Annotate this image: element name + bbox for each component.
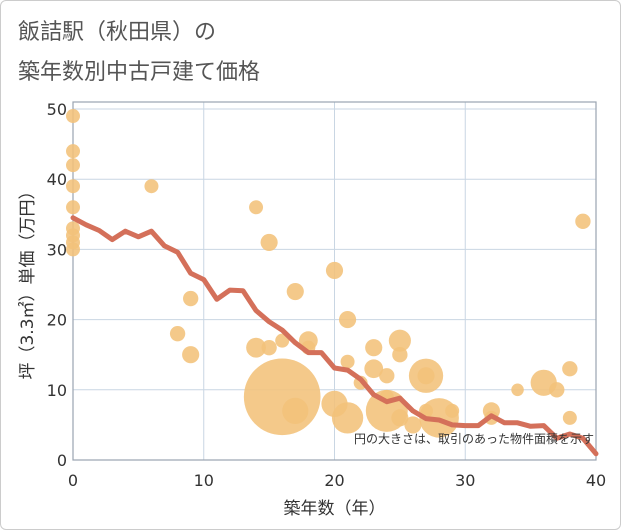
y-tick-label: 10 — [47, 381, 67, 400]
bubble-point — [340, 354, 355, 369]
bubble-point — [169, 325, 186, 342]
y-tick-label: 40 — [47, 170, 67, 189]
bubble-point — [445, 403, 460, 418]
bubble-point — [66, 242, 80, 257]
bubble-series — [66, 109, 591, 438]
bubble-point — [511, 383, 524, 397]
bubble-point — [183, 290, 199, 307]
tick-labels: 0 10 20 30 40 0 10 20 30 40 50 — [47, 100, 607, 490]
bubble-point — [144, 179, 159, 194]
bubble-point — [286, 282, 304, 301]
bubble-point — [339, 311, 357, 329]
bubble-point — [66, 144, 80, 159]
y-axis-title: 坪（3.3㎡）単価（万円） — [18, 182, 38, 379]
bubble-point — [246, 337, 266, 358]
x-tick-label: 20 — [324, 471, 344, 490]
bubble-point — [66, 200, 80, 215]
x-axis-title: 築年数（年） — [284, 499, 386, 519]
bubble-point — [562, 361, 578, 377]
bubble-point — [404, 416, 422, 434]
bubble-point — [379, 368, 395, 384]
bubble-point — [243, 358, 321, 436]
bubble-point — [249, 200, 264, 215]
bubble-point — [388, 329, 411, 352]
bubble-point — [261, 340, 277, 356]
bubble-point — [575, 213, 591, 230]
bubble-point — [182, 346, 200, 364]
y-tick-label: 30 — [47, 240, 67, 259]
y-tick-label: 0 — [57, 451, 67, 470]
y-tick-label: 50 — [47, 100, 67, 119]
x-tick-label: 10 — [194, 471, 214, 490]
bubble-point — [282, 397, 309, 424]
x-tick-label: 0 — [68, 471, 78, 490]
bubble-point — [392, 347, 408, 363]
bubble-point — [275, 333, 290, 348]
chart-title-line2: 築年数別中古戸建て価格 — [18, 60, 261, 85]
plot-area-border — [72, 101, 597, 461]
bubble-point — [364, 359, 384, 379]
bubble-point — [66, 158, 80, 173]
bubble-point — [321, 390, 348, 417]
y-tick-label: 20 — [47, 311, 67, 330]
bubble-size-note: 円の大きさは、取引のあった物件面積を示す — [354, 431, 594, 446]
bubble-point — [562, 410, 577, 425]
x-tick-label: 30 — [455, 471, 475, 490]
average-price-line — [70, 215, 599, 457]
bubble-point — [260, 233, 278, 251]
bubble-point — [66, 109, 80, 124]
bubble-point — [391, 409, 409, 427]
x-tick-label: 40 — [586, 471, 606, 490]
bubble-point — [549, 382, 565, 398]
bubble-point — [365, 339, 383, 357]
bubble-point — [325, 261, 344, 280]
bubble-point — [66, 179, 80, 194]
chart-title-line1: 飯詰駅（秋田県）の — [18, 20, 217, 45]
bubble-point — [417, 367, 435, 385]
